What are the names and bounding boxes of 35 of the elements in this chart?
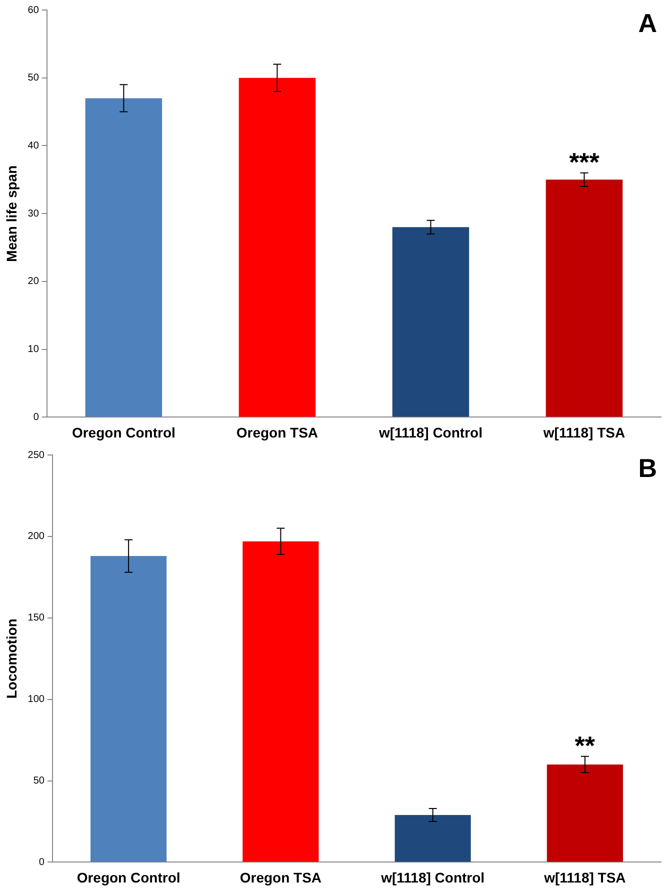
y-tick-label: 0 bbox=[38, 856, 45, 868]
x-tick-label: Oregon Control bbox=[76, 869, 180, 886]
annotation: A bbox=[638, 8, 658, 38]
annotation: B bbox=[638, 453, 657, 484]
y-tick-label: 200 bbox=[28, 531, 45, 542]
y-tick-label: 10 bbox=[28, 344, 40, 356]
x-tick-label: w[1118] Control bbox=[380, 869, 485, 886]
annotation: *** bbox=[569, 146, 600, 177]
x-tick-label: Oregon Control bbox=[72, 424, 176, 440]
bar bbox=[90, 556, 167, 862]
y-tick-label: 40 bbox=[28, 140, 40, 152]
x-tick-label: w[1118] TSA bbox=[543, 869, 626, 886]
y-tick-label: 50 bbox=[33, 776, 45, 787]
y-tick-label: 100 bbox=[28, 694, 45, 706]
y-tick-label: 30 bbox=[28, 208, 40, 220]
y-tick-label: 60 bbox=[28, 4, 40, 16]
x-tick-label: w[1118] TSA bbox=[542, 424, 626, 440]
bar bbox=[85, 98, 162, 417]
bar bbox=[546, 180, 623, 417]
x-tick-label: Oregon TSA bbox=[240, 869, 322, 886]
bar bbox=[238, 78, 316, 417]
bar bbox=[394, 814, 471, 862]
x-tick-label: w[1118] Control bbox=[378, 424, 482, 440]
annotation: ** bbox=[574, 730, 596, 760]
y-tick-label: 150 bbox=[28, 612, 45, 624]
y-axis-title: Locomotion bbox=[3, 618, 20, 699]
x-tick-label: Oregon TSA bbox=[236, 424, 318, 440]
y-tick-label: 50 bbox=[28, 72, 40, 84]
y-axis-title: Mean life span bbox=[3, 165, 20, 262]
y-tick-label: 0 bbox=[33, 412, 40, 423]
bar bbox=[546, 764, 623, 862]
y-tick-label: 20 bbox=[28, 276, 40, 288]
bar bbox=[392, 227, 470, 417]
y-tick-label: 250 bbox=[28, 450, 45, 461]
bar bbox=[242, 541, 319, 862]
